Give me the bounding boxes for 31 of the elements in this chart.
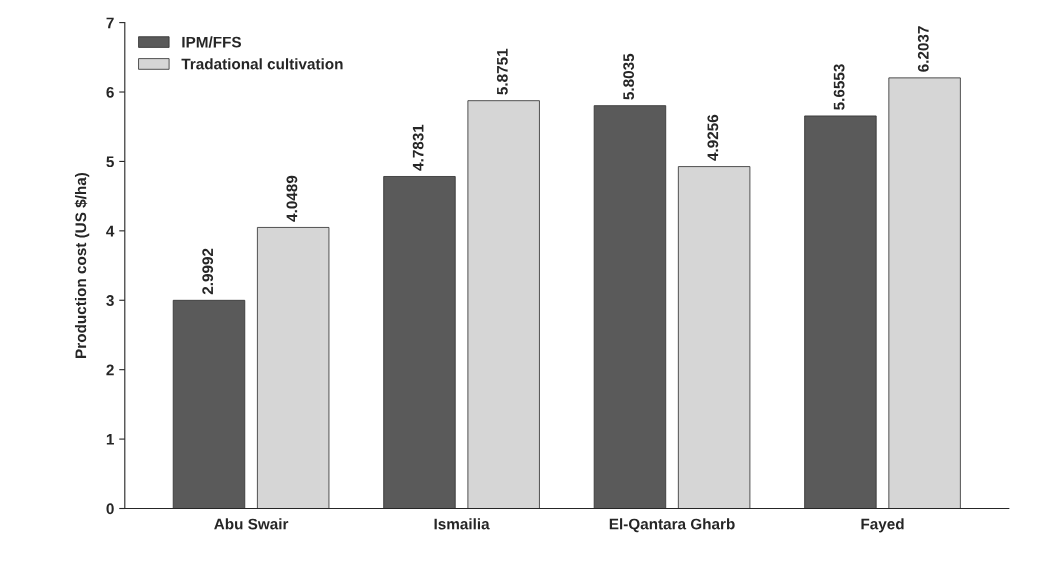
bar (677, 166, 751, 509)
bar (172, 299, 246, 509)
data-label: 4.7831 (412, 124, 424, 171)
bar (383, 176, 456, 509)
y-tick-label: 4 (106, 225, 115, 237)
y-tick-label: 0 (106, 503, 114, 515)
legend-label: Tradational cultivation (181, 58, 343, 70)
x-tick-label: Ismailia (434, 518, 490, 530)
y-tick-label: 7 (106, 17, 114, 29)
bar (593, 105, 667, 509)
data-label: 2.9992 (202, 248, 214, 295)
data-label: 5.8035 (623, 53, 635, 100)
data-label: 4.9256 (707, 114, 719, 161)
bar (804, 115, 877, 509)
data-label: 5.8751 (496, 48, 508, 95)
data-label: 5.6553 (833, 64, 845, 110)
data-label: 6.2037 (917, 26, 929, 72)
y-axis-title: Production cost (US $/ha) (74, 172, 90, 358)
x-tick-label: Abu Swair (214, 518, 289, 530)
y-tick-label: 5 (106, 156, 114, 168)
bar (256, 227, 330, 509)
bar (888, 77, 961, 509)
y-tick-label: 6 (106, 86, 114, 98)
y-tick-label: 1 (106, 434, 114, 445)
legend-label: IPM/FFS (182, 36, 241, 48)
x-tick-label: Fayed (861, 518, 904, 533)
y-tick-label: 2 (106, 364, 114, 376)
bar (467, 100, 540, 509)
x-tick-label: El-Qantara Gharb (609, 518, 735, 533)
y-tick-label: 3 (106, 295, 114, 306)
data-label: 4.0489 (286, 175, 298, 222)
